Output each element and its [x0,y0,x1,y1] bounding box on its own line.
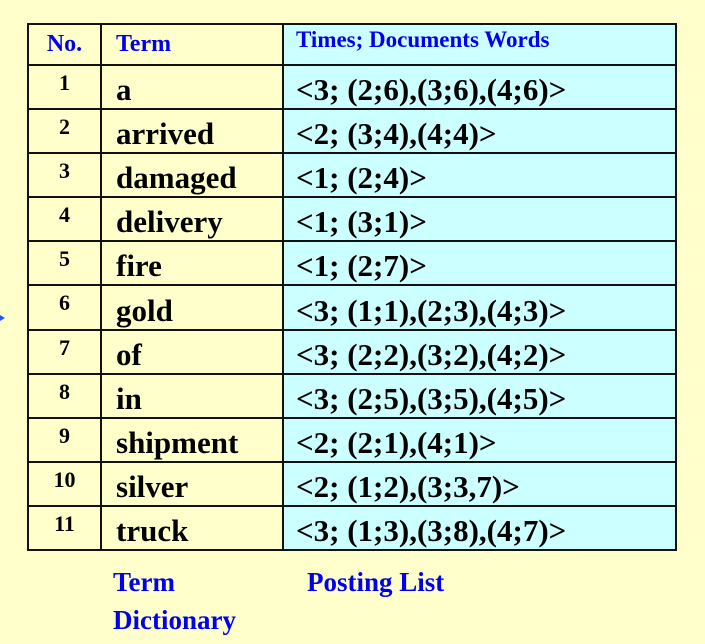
row-number: 7 [27,328,102,375]
posting-cell: <3; (1;1),(2;3),(4;3)> [282,284,677,331]
term-cell: gold [100,284,284,331]
posting-cell: <2; (3;4),(4;4)> [282,108,677,155]
row-number: 3 [27,152,102,199]
posting-cell: <3; (2;2),(3;2),(4;2)> [282,328,677,375]
row-number: 9 [27,416,102,463]
term-cell: arrived [100,108,284,155]
table-row: 4 delivery <1; (3;1)> [27,196,677,243]
row-number: 6 [27,284,102,331]
caption-term: Term [113,567,175,597]
caption-posting-list: Posting List [307,567,445,597]
term-cell: silver [100,460,284,507]
caption-term-dictionary: Term Dictionary [113,563,236,639]
row-number: 10 [27,460,102,507]
table-row: 1 a <3; (2;6),(3;6),(4;6)> [27,63,677,111]
posting-cell: <3; (2;5),(3;5),(4;5)> [282,372,677,419]
term-cell: truck [100,504,284,552]
row-number: 4 [27,196,102,243]
term-cell: a [100,63,284,111]
header-posting: Times; Documents Words [282,23,677,66]
term-cell: shipment [100,416,284,463]
row-number: 2 [27,108,102,155]
table-row: 11 truck <3; (1;3),(3;8),(4;7)> [27,504,677,552]
term-cell: delivery [100,196,284,243]
table-row: 9 shipment <2; (2;1),(4;1)> [27,416,677,463]
table-row: 2 arrived <2; (3;4),(4;4)> [27,108,677,155]
header-row: No. Term Times; Documents Words [27,23,677,66]
table-row: 8 in <3; (2;5),(3;5),(4;5)> [27,372,677,419]
table-row: 10 silver <2; (1;2),(3;3,7)> [27,460,677,507]
inverted-index-table: No. Term Times; Documents Words 1 a <3; (2… [27,23,677,552]
posting-cell: <1; (3;1)> [282,196,677,243]
term-cell: damaged [100,152,284,199]
header-no: No. [27,23,102,66]
row-number: 1 [27,63,102,111]
table-row: 5 fire <1; (2;7)> [27,240,677,287]
table-row: 7 of <3; (2;2),(3;2),(4;2)> [27,328,677,375]
term-cell: fire [100,240,284,287]
row-number: 5 [27,240,102,287]
term-cell: of [100,328,284,375]
posting-cell: <1; (2;7)> [282,240,677,287]
posting-cell: <3; (2;6),(3;6),(4;6)> [282,63,677,111]
term-cell: in [100,372,284,419]
posting-cell: <1; (2;4)> [282,152,677,199]
row-number: 11 [27,504,102,552]
posting-cell: <2; (1;2),(3;3,7)> [282,460,677,507]
posting-cell: <2; (2;1),(4;1)> [282,416,677,463]
table-row: 3 damaged <1; (2;4)> [27,152,677,199]
arrow-right-icon [0,315,5,321]
header-term: Term [100,23,284,66]
table-row: 6 gold <3; (1;1),(2;3),(4;3)> [27,284,677,331]
caption-dictionary: Dictionary [113,605,236,635]
row-number: 8 [27,372,102,419]
posting-cell: <3; (1;3),(3;8),(4;7)> [282,504,677,552]
